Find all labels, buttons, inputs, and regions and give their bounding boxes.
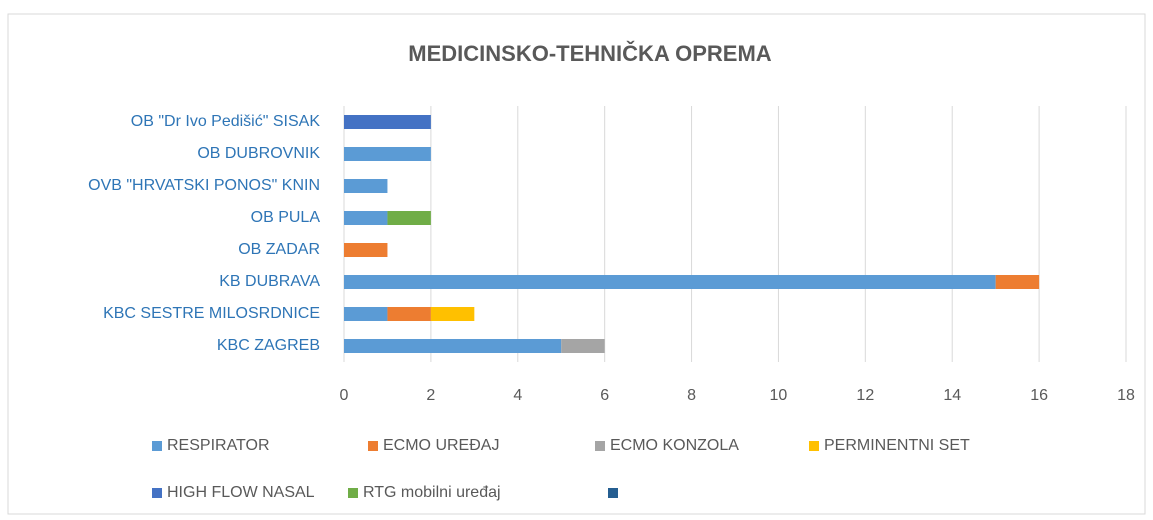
bar [387, 211, 431, 225]
bar [430, 307, 475, 321]
x-tick-label: 14 [943, 387, 961, 404]
bar [561, 339, 605, 353]
x-tick-label: 0 [340, 387, 349, 404]
y-tick-label: KBC SESTRE MILOSRDNICE [103, 305, 320, 322]
chart-frame [7, 13, 1146, 515]
bar [344, 339, 562, 353]
legend-swatch [608, 488, 618, 498]
x-tick-label: 6 [600, 387, 609, 404]
legend-swatch [152, 441, 162, 451]
bar [344, 307, 388, 321]
legend-label: PERMINENTNI SET [824, 437, 970, 454]
y-tick-label: OB "Dr Ivo Pedišić" SISAK [131, 113, 321, 130]
legend-swatch [595, 441, 605, 451]
x-tick-label: 2 [426, 387, 435, 404]
y-tick-label: KB DUBRAVA [219, 273, 320, 290]
legend-label: HIGH FLOW NASAL [167, 484, 315, 501]
y-tick-label: OB DUBROVNIK [197, 145, 320, 162]
legend-swatch [368, 441, 378, 451]
legend-label: ECMO UREĐAJ [383, 437, 499, 454]
bar [344, 179, 388, 193]
legend-swatch [348, 488, 358, 498]
bar [387, 307, 431, 321]
bar [344, 275, 996, 289]
y-tick-label: OB ZADAR [238, 241, 320, 258]
bar [344, 243, 388, 257]
x-tick-label: 10 [770, 387, 788, 404]
legend-swatch [152, 488, 162, 498]
y-tick-label: KBC ZAGREB [217, 337, 320, 354]
x-tick-label: 4 [513, 387, 522, 404]
y-tick-label: OVB "HRVATSKI PONOS" KNIN [88, 177, 320, 194]
x-tick-label: 18 [1117, 387, 1135, 404]
y-tick-label: OB PULA [251, 209, 321, 226]
x-tick-label: 8 [687, 387, 696, 404]
legend-swatch [809, 441, 819, 451]
legend-label: RESPIRATOR [167, 437, 270, 454]
bar [344, 211, 388, 225]
bar [344, 115, 431, 129]
bar [344, 147, 431, 161]
legend-label: RTG mobilni uređaj [363, 484, 501, 501]
bar [995, 275, 1040, 289]
x-tick-label: 12 [856, 387, 874, 404]
x-tick-label: 16 [1030, 387, 1048, 404]
chart-title: MEDICINSKO-TEHNIČKA OPREMA [408, 41, 772, 66]
legend-label: ECMO KONZOLA [610, 437, 739, 454]
